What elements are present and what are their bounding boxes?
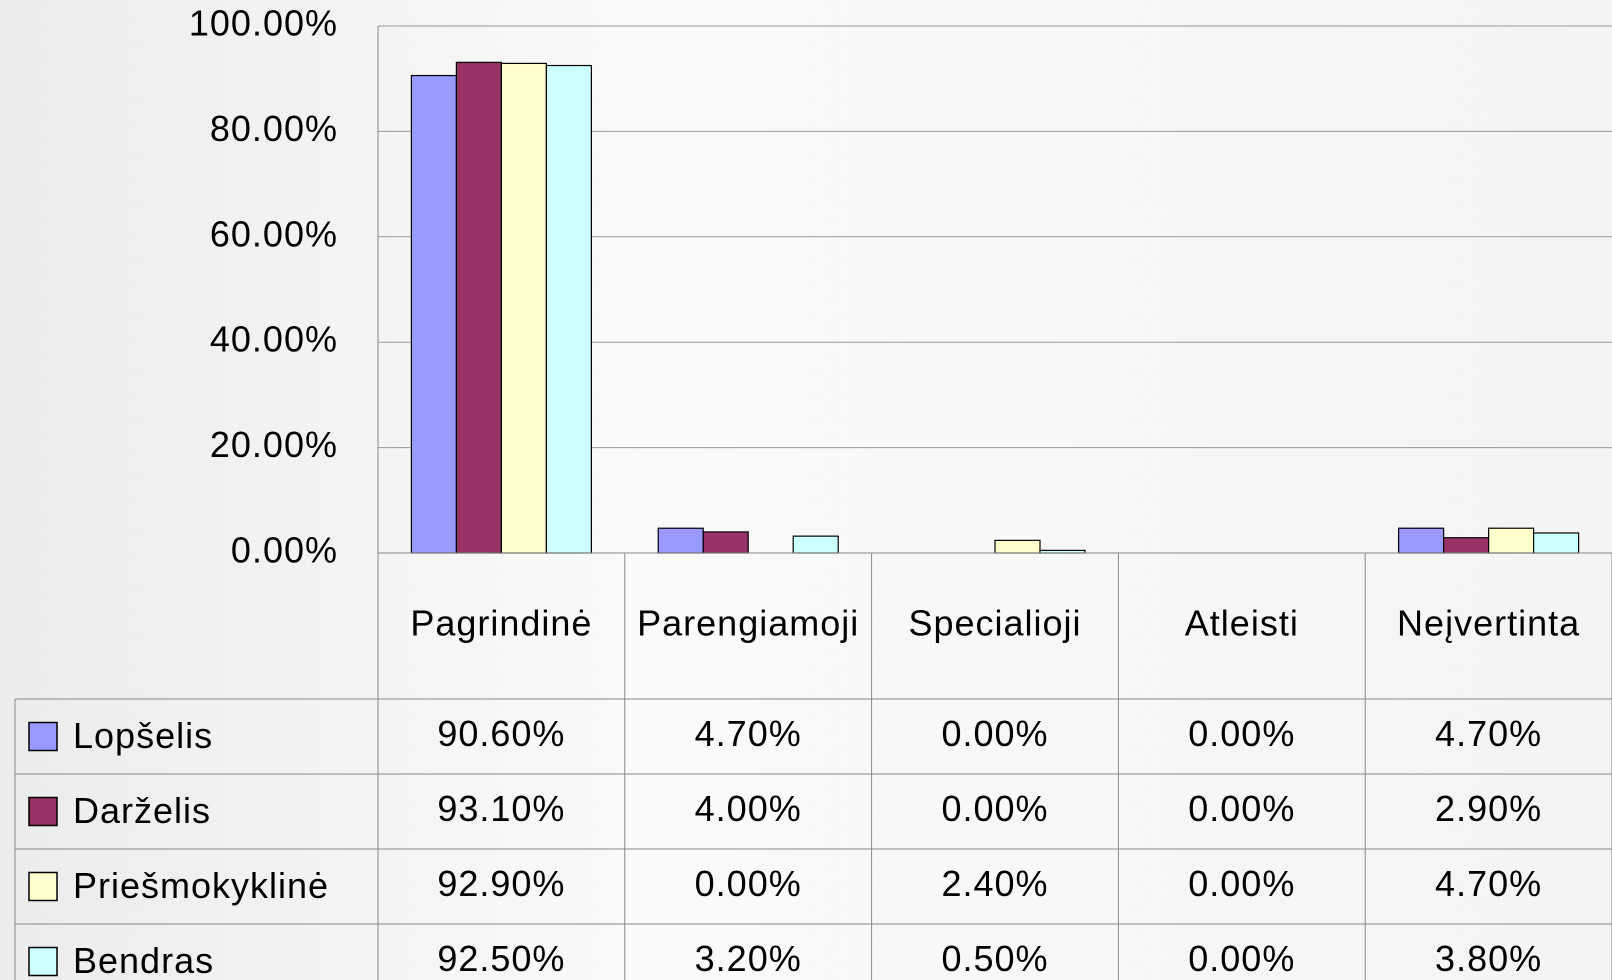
y-tick-label: 60.00% <box>210 213 338 254</box>
category-label: Parengiamoji <box>637 603 859 644</box>
table-value: 0.50% <box>941 938 1048 979</box>
table-value: 0.00% <box>941 713 1048 754</box>
table-value: 92.90% <box>437 863 565 904</box>
table-value: 0.00% <box>695 863 802 904</box>
category-label: Pagrindinė <box>410 603 592 644</box>
table-value: 92.50% <box>437 938 565 979</box>
bar <box>657 527 704 554</box>
y-tick-label: 20.00% <box>210 424 338 465</box>
bar <box>792 535 839 554</box>
category-label: Specialioji <box>908 603 1081 644</box>
legend-key <box>28 796 58 827</box>
y-tick-label: 80.00% <box>210 108 338 149</box>
bar <box>994 539 1041 554</box>
y-tick-label: 0.00% <box>231 530 338 571</box>
bar <box>1487 527 1535 554</box>
bar <box>1442 537 1490 554</box>
legend-key <box>28 871 58 902</box>
category-label: Atleisti <box>1185 603 1299 644</box>
legend-label: Bendras <box>73 940 214 980</box>
table-value: 2.90% <box>1435 788 1542 829</box>
legend-label: Lopšelis <box>73 715 213 756</box>
table-value: 93.10% <box>437 788 565 829</box>
table-value: 0.00% <box>1188 788 1295 829</box>
bar <box>702 531 749 554</box>
bar <box>1532 532 1580 554</box>
table-value: 4.70% <box>1435 713 1542 754</box>
bar <box>455 61 502 554</box>
bar <box>545 64 593 554</box>
legend-label: Darželis <box>73 790 211 831</box>
table-value: 0.00% <box>1188 713 1295 754</box>
bar <box>500 62 547 554</box>
table-value: 3.20% <box>695 938 802 979</box>
table-value: 0.00% <box>1188 938 1295 979</box>
legend-label: Priešmokyklinė <box>73 865 329 906</box>
y-tick-label: 100.00% <box>189 3 338 44</box>
legend-key <box>28 946 58 977</box>
y-tick-label: 40.00% <box>210 319 338 360</box>
table-value: 0.00% <box>941 788 1048 829</box>
bar <box>410 74 457 554</box>
legend-key <box>28 721 58 752</box>
table-value: 4.70% <box>695 713 802 754</box>
table-value: 4.70% <box>1435 863 1542 904</box>
bar <box>1397 527 1445 554</box>
table-value: 0.00% <box>1188 863 1295 904</box>
table-value: 2.40% <box>941 863 1048 904</box>
table-value: 3.80% <box>1435 938 1542 979</box>
category-label: Neįvertinta <box>1397 603 1580 644</box>
table-value: 4.00% <box>695 788 802 829</box>
table-value: 90.60% <box>437 713 565 754</box>
